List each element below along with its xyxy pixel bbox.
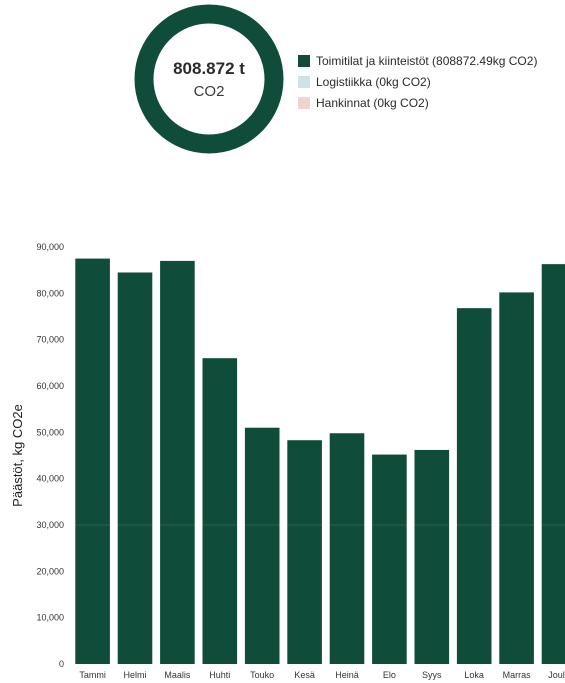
bar-elo[interactable] xyxy=(372,455,407,664)
bar-joulu[interactable] xyxy=(542,264,565,664)
donut-chart: 808.872 t CO2 xyxy=(134,4,284,154)
bar-tammi[interactable] xyxy=(75,259,110,664)
bar-helmi[interactable] xyxy=(118,272,153,664)
legend-item-purchases[interactable]: Hankinnat (0kg CO2) xyxy=(298,92,537,113)
monthly-emissions-bar-chart: 0 10,000 20,000 30,000 40,000 50,000 60,000 70,… xyxy=(0,230,565,683)
x-tick-label: Elo xyxy=(383,670,396,680)
donut-total-value: 808.872 t xyxy=(173,59,245,79)
legend-swatch-logistics xyxy=(298,76,310,88)
legend-label-logistics: Logistiikka (0kg CO2) xyxy=(316,75,431,89)
x-tick-label: Maalis xyxy=(164,670,191,680)
bar-maalis[interactable] xyxy=(160,261,195,664)
x-tick-label: Touko xyxy=(250,670,274,680)
legend-item-premises[interactable]: Toimitilat ja kiinteistöt (808872.49kg C… xyxy=(298,50,537,71)
legend-swatch-premises xyxy=(298,55,310,67)
donut-center-label: 808.872 t CO2 xyxy=(134,4,284,154)
x-tick-label: Marras xyxy=(503,670,532,680)
x-tick-label: Joulu xyxy=(548,670,565,680)
legend-label-purchases: Hankinnat (0kg CO2) xyxy=(316,96,429,110)
y-tick-label: 60,000 xyxy=(36,381,64,391)
x-tick-label: Syys xyxy=(422,670,442,680)
bar-marras[interactable] xyxy=(499,292,534,664)
x-tick-label: Tammi xyxy=(79,670,106,680)
y-tick-label: 30,000 xyxy=(36,520,64,530)
y-tick-label: 40,000 xyxy=(36,474,64,484)
y-tick-label: 20,000 xyxy=(36,566,64,576)
bar-heinä[interactable] xyxy=(330,433,365,664)
y-tick-label: 80,000 xyxy=(36,288,64,298)
y-tick-label: 0 xyxy=(59,659,64,669)
x-tick-label: Kesä xyxy=(294,670,315,680)
donut-total-unit: CO2 xyxy=(194,83,225,100)
x-tick-label: Loka xyxy=(464,670,484,680)
y-tick-label: 50,000 xyxy=(36,427,64,437)
bar-huhti[interactable] xyxy=(203,358,238,664)
y-tick-label: 90,000 xyxy=(36,242,64,252)
bar-kesä[interactable] xyxy=(287,440,322,664)
y-tick-label: 10,000 xyxy=(36,613,64,623)
legend-label-premises: Toimitilat ja kiinteistöt (808872.49kg C… xyxy=(316,54,537,68)
x-tick-label: Helmi xyxy=(123,670,146,680)
x-tick-label: Huhti xyxy=(209,670,230,680)
bar-loka[interactable] xyxy=(457,308,492,664)
y-tick-label: 70,000 xyxy=(36,335,64,345)
legend-item-logistics[interactable]: Logistiikka (0kg CO2) xyxy=(298,71,537,92)
x-tick-label: Heinä xyxy=(335,670,359,680)
bar-syys[interactable] xyxy=(415,450,450,664)
legend-swatch-purchases xyxy=(298,97,310,109)
bar-touko[interactable] xyxy=(245,428,280,664)
y-axis-label: Päästöt, kg CO2e xyxy=(10,404,25,507)
donut-legend: Toimitilat ja kiinteistöt (808872.49kg C… xyxy=(298,50,537,113)
